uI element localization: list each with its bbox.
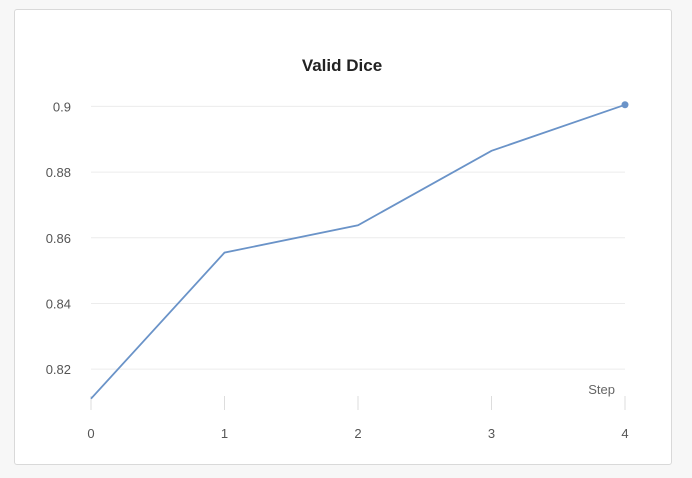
x-tick-label: 2 [354, 426, 361, 441]
x-tick-label: 1 [221, 426, 228, 441]
data-point [621, 101, 629, 109]
x-axis-label: Step [588, 382, 615, 397]
y-tick-label: 0.84 [46, 296, 71, 311]
chart-title: Valid Dice [302, 56, 382, 75]
x-tick-label: 4 [621, 426, 628, 441]
x-tick-label: 0 [87, 426, 94, 441]
gridlines [91, 105, 625, 370]
series-points [621, 101, 629, 109]
chart-panel [14, 9, 672, 465]
x-tick-label: 3 [488, 426, 495, 441]
y-tick-label: 0.82 [46, 362, 71, 377]
y-tick-label: 0.86 [46, 231, 71, 246]
y-axis-ticks: 0.82 0.84 0.86 0.88 0.9 [46, 99, 71, 377]
y-tick-label: 0.88 [46, 165, 71, 180]
series-line [90, 103, 626, 400]
x-axis-ticks: 0 1 2 3 4 [87, 396, 629, 441]
y-tick-label: 0.9 [53, 99, 71, 114]
